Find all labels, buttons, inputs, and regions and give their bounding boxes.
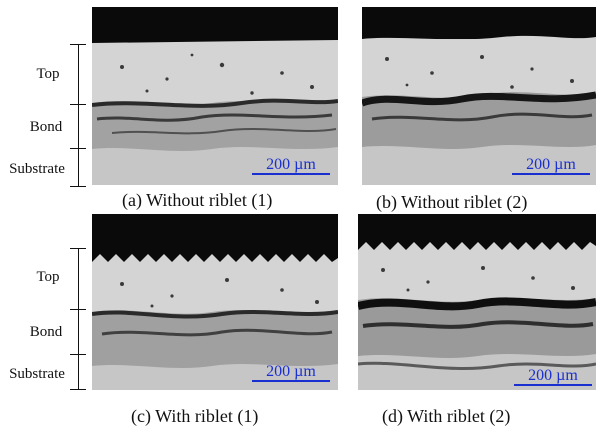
layer-label-top: Top xyxy=(36,269,60,285)
scalebar-label: 200 µm xyxy=(526,156,576,173)
micrograph-image-d xyxy=(358,214,596,390)
layer-axis-bottom-row: Top Bond Substrate xyxy=(0,243,92,393)
micrograph-image-b xyxy=(362,7,596,185)
micrograph-panel-b xyxy=(362,7,596,185)
layer-label-bond: Bond xyxy=(29,119,63,135)
layer-label-substrate: Substrate xyxy=(9,366,65,382)
scalebar-line xyxy=(252,173,330,175)
caption-c: (c) With riblet (1) xyxy=(131,406,259,426)
scalebar-line xyxy=(512,173,590,175)
layer-label-substrate: Substrate xyxy=(9,161,65,177)
scalebar-d: 200 µm xyxy=(514,368,592,386)
micrograph-panel-a xyxy=(92,7,338,185)
layer-label-bond: Bond xyxy=(29,324,63,340)
micrograph-image-a xyxy=(92,7,338,185)
caption-d: (d) With riblet (2) xyxy=(382,406,511,426)
scalebar-c: 200 µm xyxy=(252,364,330,382)
layer-label-top: Top xyxy=(36,66,60,82)
scalebar-a: 200 µm xyxy=(252,157,330,175)
micrograph-panel-d xyxy=(358,214,596,390)
scalebar-line xyxy=(514,384,592,386)
micrograph-image-c xyxy=(92,214,338,390)
scalebar-label: 200 µm xyxy=(528,367,578,384)
caption-b: (b) Without riblet (2) xyxy=(376,192,528,212)
scalebar-b: 200 µm xyxy=(512,157,590,175)
scalebar-line xyxy=(252,380,330,382)
micrograph-panel-c xyxy=(92,214,338,390)
layer-axis-top-row: Top Bond Substrate xyxy=(0,40,92,190)
scalebar-label: 200 µm xyxy=(266,156,316,173)
scalebar-label: 200 µm xyxy=(266,363,316,380)
caption-a: (a) Without riblet (1) xyxy=(122,190,273,210)
